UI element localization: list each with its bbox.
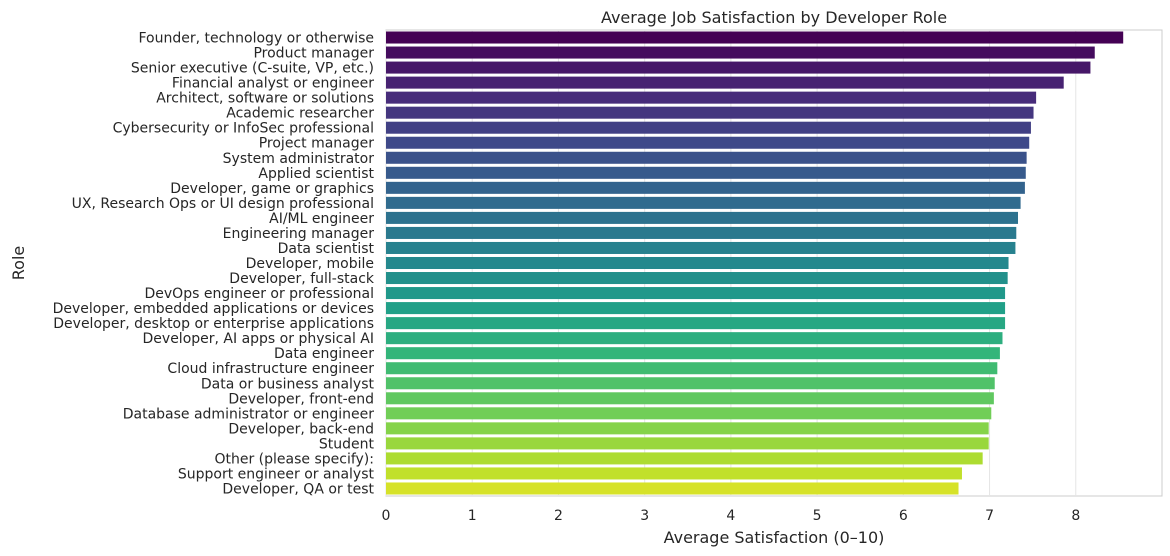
x-tick-label: 4: [726, 508, 735, 524]
bar: [386, 467, 962, 480]
x-axis-title: Average Satisfaction (0–10): [664, 528, 885, 547]
category-label: Developer, embedded applications or devi…: [53, 301, 374, 317]
bar: [386, 407, 992, 420]
bar: [386, 196, 1021, 209]
category-label: Developer, full-stack: [229, 271, 375, 287]
category-label: DevOps engineer or professional: [145, 286, 375, 302]
bar: [386, 302, 1006, 315]
category-label: Data or business analyst: [201, 376, 375, 392]
bar: [386, 377, 995, 390]
bar: [386, 392, 994, 405]
x-tick-label: 0: [382, 508, 391, 524]
category-label: System administrator: [223, 151, 375, 167]
bar: [386, 211, 1019, 224]
bar: [386, 241, 1016, 254]
chart-title: Average Job Satisfaction by Developer Ro…: [601, 8, 947, 27]
x-tick-label: 3: [640, 508, 649, 524]
category-label: Academic researcher: [226, 106, 374, 122]
category-label: Developer, back-end: [228, 421, 374, 437]
category-label: Founder, technology or otherwise: [138, 31, 374, 47]
bar: [386, 422, 989, 435]
category-label: Other (please specify):: [214, 451, 374, 467]
bar: [386, 332, 1003, 345]
category-label: Developer, QA or test: [222, 481, 374, 497]
bar: [386, 181, 1025, 194]
x-tick-label: 6: [899, 508, 908, 524]
bar: [386, 106, 1034, 119]
bar: [386, 76, 1064, 89]
x-tick-label: 8: [1071, 508, 1080, 524]
category-label: Financial analyst or engineer: [172, 76, 374, 92]
category-label: Developer, game or graphics: [170, 181, 374, 197]
bar: [386, 317, 1006, 330]
bar: [386, 362, 998, 375]
category-label: Applied scientist: [258, 166, 374, 182]
y-axis-title: Role: [9, 246, 28, 280]
bar: [386, 151, 1027, 164]
category-label: Cybersecurity or InfoSec professional: [113, 121, 374, 137]
x-tick-label: 7: [985, 508, 994, 524]
x-tick-label: 2: [554, 508, 563, 524]
category-label: UX, Research Ops or UI design profession…: [72, 196, 374, 212]
x-tick-label: 5: [813, 508, 822, 524]
category-label: Senior executive (C-suite, VP, etc.): [131, 61, 374, 77]
bar: [386, 287, 1006, 300]
bar: [386, 437, 989, 450]
bar: [386, 121, 1031, 134]
bar: [386, 31, 1124, 44]
x-tick-labels: 0 1 2 3 4 5 6 7 8: [382, 508, 1081, 524]
bar: [386, 347, 1000, 360]
category-label: Database administrator or engineer: [123, 406, 375, 422]
category-label: Student: [319, 436, 375, 452]
bar: [386, 136, 1030, 149]
category-label: Developer, front-end: [228, 391, 374, 407]
bar: [386, 482, 959, 495]
bar: [386, 166, 1026, 179]
category-label: Cloud infrastructure engineer: [167, 361, 374, 377]
bar: [386, 272, 1008, 285]
category-label: Support engineer or analyst: [178, 466, 375, 482]
category-label: Product manager: [253, 46, 374, 62]
bar: [386, 46, 1095, 59]
category-label: Developer, desktop or enterprise applica…: [53, 316, 374, 332]
bar: [386, 452, 983, 465]
category-labels: Founder, technology or otherwiseProduct …: [53, 31, 375, 498]
x-tick-label: 1: [468, 508, 477, 524]
bars: [386, 31, 1124, 495]
category-label: AI/ML engineer: [269, 211, 374, 227]
bar: [386, 256, 1009, 270]
category-label: Developer, AI apps or physical AI: [143, 331, 374, 347]
category-label: Architect, software or solutions: [156, 91, 374, 107]
category-label: Engineering manager: [223, 226, 375, 242]
bar: [386, 61, 1091, 74]
bar: [386, 91, 1037, 104]
bar: [386, 226, 1017, 239]
category-label: Data engineer: [274, 346, 374, 362]
category-label: Developer, mobile: [246, 256, 374, 272]
category-label: Data scientist: [278, 241, 375, 257]
category-label: Project manager: [259, 136, 375, 152]
